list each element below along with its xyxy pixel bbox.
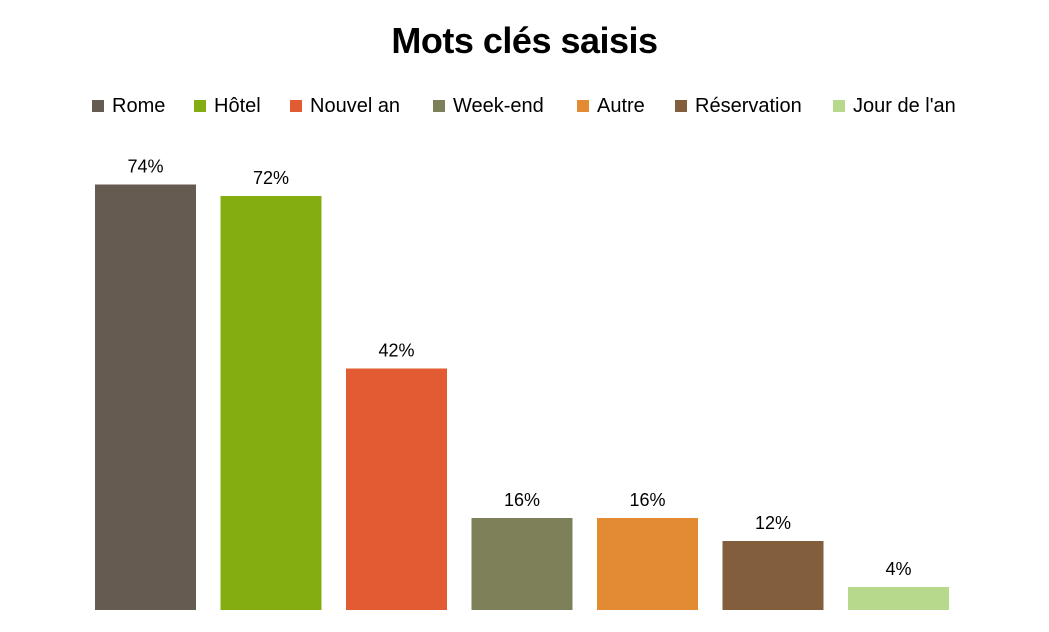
legend-label: Nouvel an <box>310 94 401 117</box>
legend-label: Week-end <box>453 94 544 117</box>
legend-item-rome: Rome <box>92 93 165 119</box>
data-label-reservation: 12% <box>755 513 791 533</box>
legend-item-week-end: Week-end <box>433 93 544 119</box>
data-label-week-end: 16% <box>504 490 540 510</box>
bar-reservation <box>722 541 824 610</box>
bar-rome <box>95 184 196 610</box>
legend-label: Hôtel <box>214 94 261 117</box>
legend-item-reservation: Réservation <box>675 93 802 119</box>
data-label-hotel: 72% <box>253 168 289 188</box>
legend-swatch <box>194 100 206 112</box>
legend-label: Autre <box>597 94 645 117</box>
data-label-rome: 74% <box>127 157 163 177</box>
legend-label: Réservation <box>695 94 802 117</box>
bar-autre <box>597 518 698 610</box>
bar-nouvel-an <box>346 368 447 610</box>
legend-swatch <box>675 100 687 112</box>
legend-label: Jour de l'an <box>853 94 956 117</box>
legend-swatch <box>833 100 845 112</box>
legend-item-jour-de-l-an: Jour de l'an <box>833 93 956 119</box>
legend-swatch <box>433 100 445 112</box>
legend-swatch <box>290 100 302 112</box>
legend-swatch <box>577 100 589 112</box>
bar-week-end <box>471 518 573 610</box>
data-label-autre: 16% <box>629 490 665 510</box>
legend-item-nouvel-an: Nouvel an <box>290 93 400 119</box>
legend-item-hotel: Hôtel <box>194 93 261 119</box>
bar-hotel <box>220 196 322 610</box>
data-label-jour-de-l-an: 4% <box>885 559 911 579</box>
bar-jour-de-l-an <box>848 587 949 610</box>
data-label-nouvel-an: 42% <box>378 341 414 361</box>
legend-item-autre: Autre <box>577 93 645 119</box>
legend-label: Rome <box>112 94 166 117</box>
legend: Rome Hôtel Nouvel an Week-end Autre Réservati… <box>0 93 1049 119</box>
legend-swatch <box>92 100 104 112</box>
chart-title: Mots clés saisis <box>391 20 658 61</box>
